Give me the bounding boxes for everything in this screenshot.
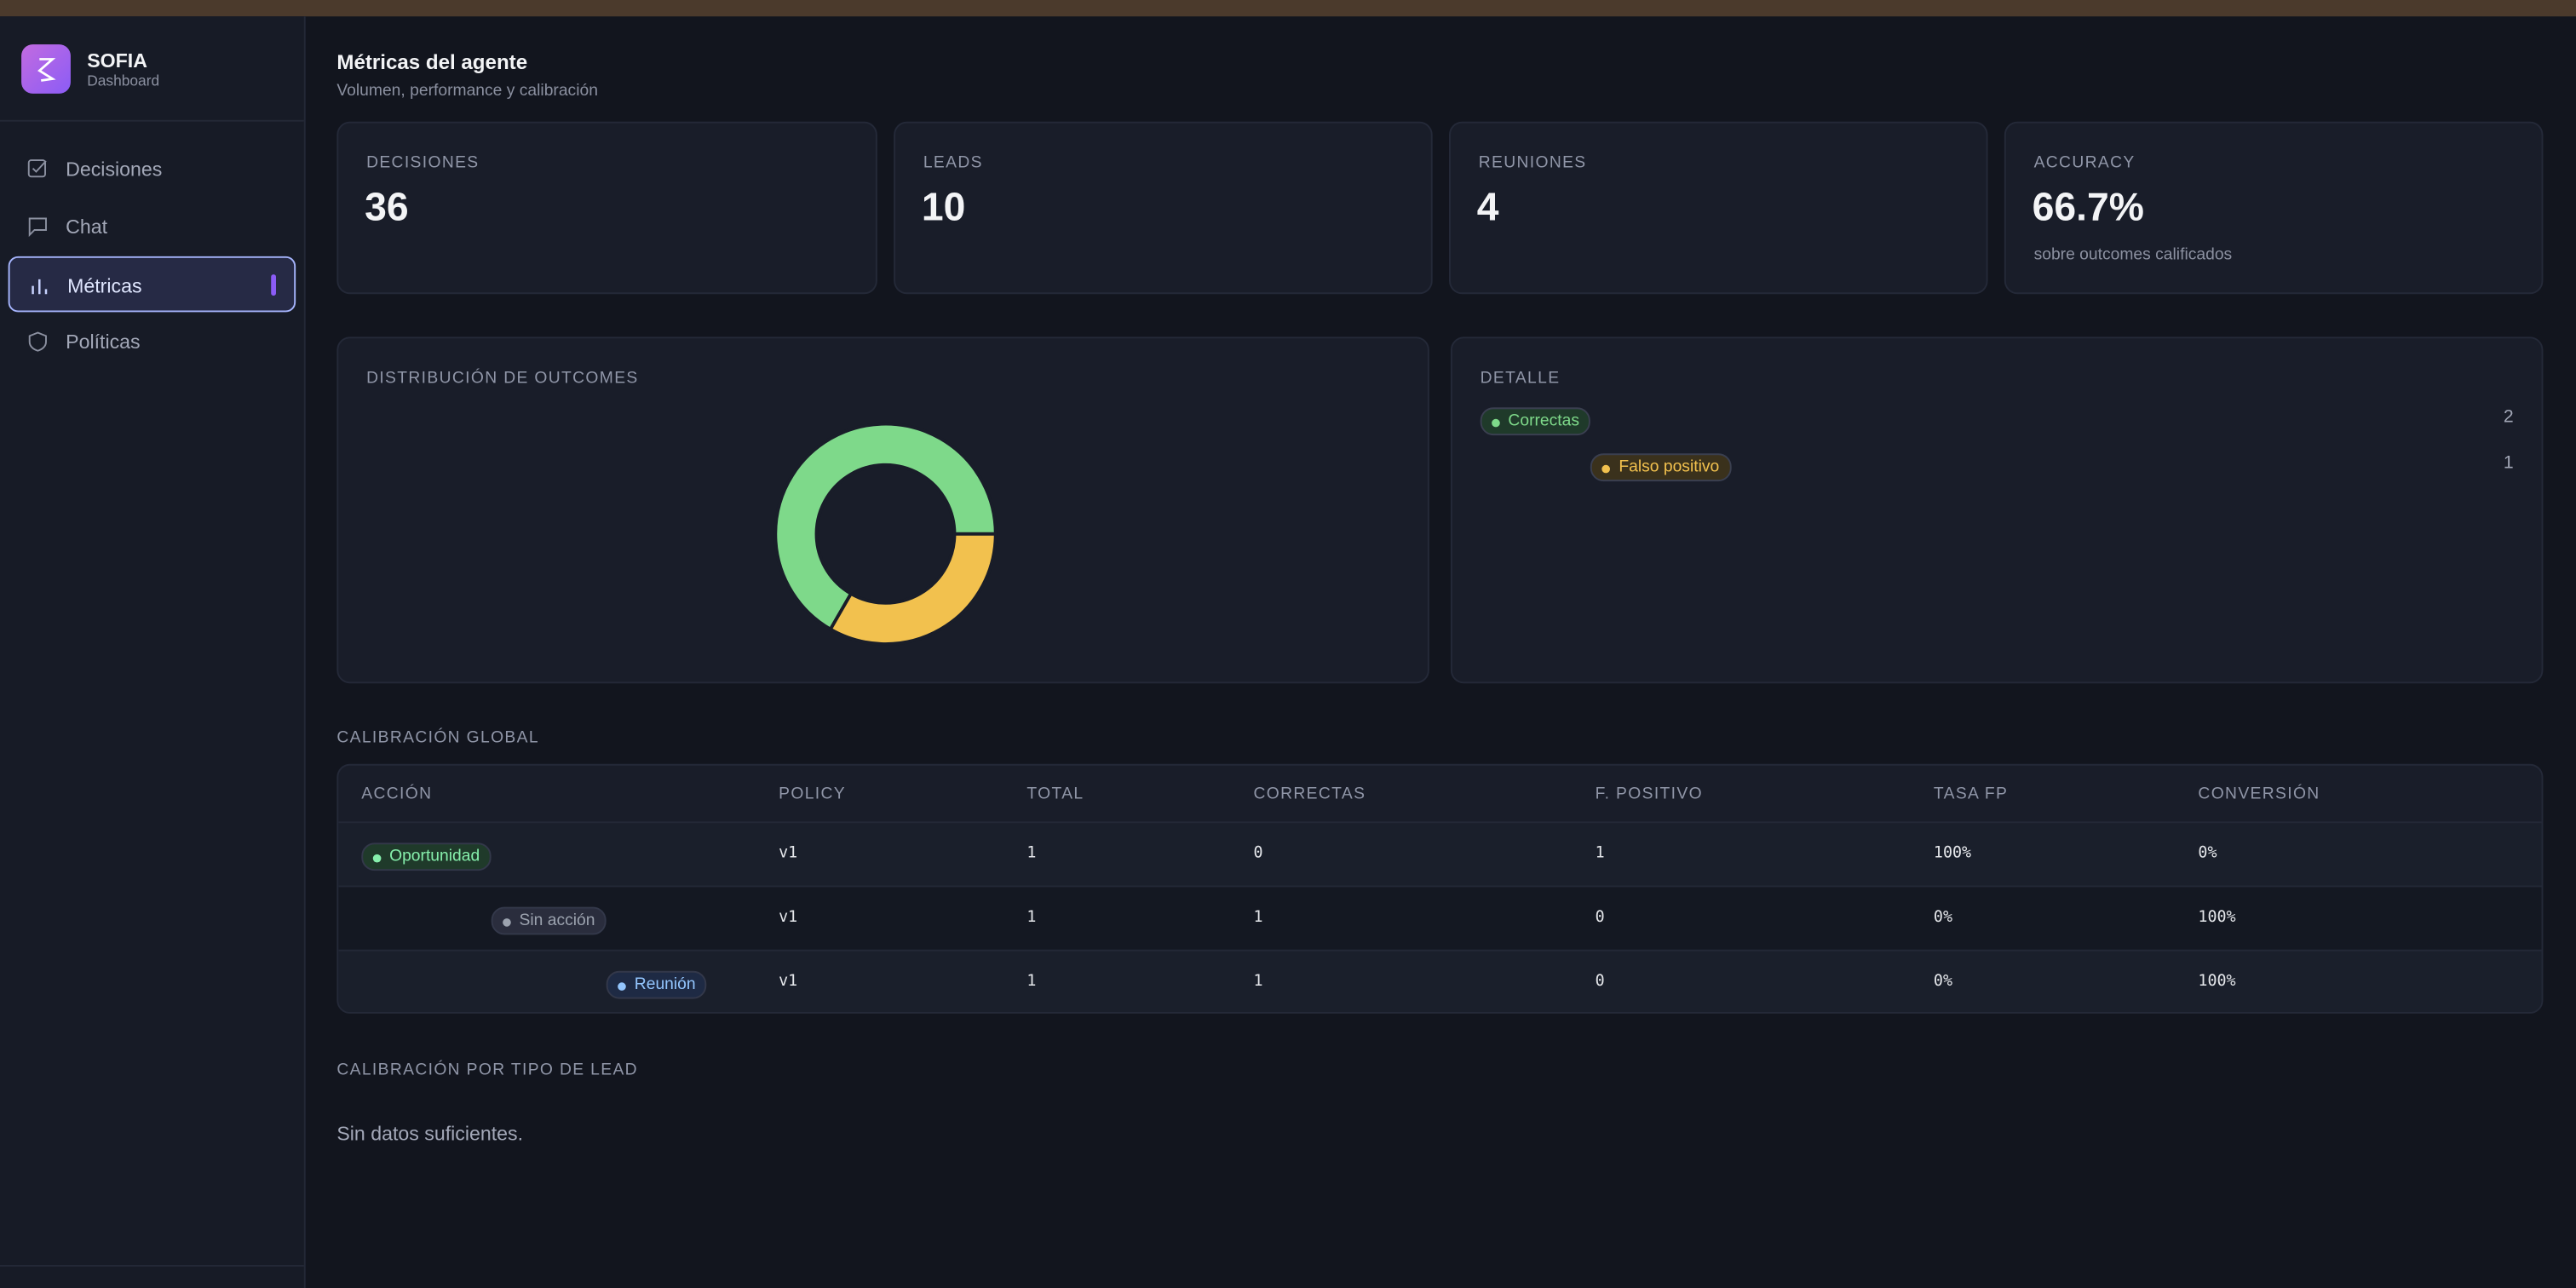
action-badge: Sin acción: [491, 906, 607, 935]
table-cell: 0: [1253, 844, 1263, 863]
kpi-card: ACCURACY 66.7% sobre outcomes calificados: [2004, 121, 2544, 295]
table-row: [338, 885, 2542, 952]
kpi-value: 66.7%: [2032, 185, 2144, 230]
card-title: DISTRIBUCIÓN DE OUTCOMES: [366, 369, 639, 388]
icon: [28, 331, 47, 352]
kpi-card: LEADS 10: [894, 121, 1433, 295]
column-header: TOTAL: [1026, 785, 1084, 804]
column-header: F. POSITIVO: [1595, 785, 1703, 804]
kpi-value: 36: [365, 185, 409, 230]
column-header: ACCIÓN: [361, 785, 433, 804]
icon: [27, 159, 47, 178]
table-cell: 1: [1026, 844, 1037, 863]
kpi-value: 4: [1476, 185, 1499, 230]
table-cell: 0: [1595, 972, 1605, 991]
badge: Correctas: [1480, 407, 1591, 436]
column-header: POLICY: [779, 785, 847, 804]
detail-count: 2: [2503, 407, 2514, 428]
table-cell: 1: [1595, 844, 1605, 863]
action-badge: Oportunidad: [361, 842, 492, 871]
brand: SOFIA: [87, 49, 147, 72]
table-cell: 0: [1595, 908, 1605, 927]
nav-label: Métricas: [67, 274, 142, 298]
donut-chart: [773, 422, 998, 646]
column-header: CONVERSIÓN: [2198, 785, 2320, 804]
kpi-card: REUNIONES 4: [1448, 121, 1988, 295]
empty-message: Sin datos suficientes.: [336, 1122, 524, 1146]
table-cell: 1: [1253, 908, 1263, 927]
divider: [0, 119, 304, 122]
donut-segment: [828, 532, 998, 646]
nav-item[interactable]: Chat: [9, 198, 296, 255]
table-cell: 0%: [1933, 908, 1953, 927]
logo-icon: [37, 58, 56, 82]
table-cell: 0%: [1933, 972, 1953, 991]
column-header: TASA FP: [1933, 785, 2009, 804]
table-cell: v1: [779, 908, 798, 927]
top-bar: [0, 0, 2576, 17]
detail-card: DETALLE Correctas 2 Falso positivo 1: [1450, 336, 2544, 684]
section-title: CALIBRACIÓN POR TIPO DE LEAD: [336, 1061, 638, 1080]
card-title: DETALLE: [1480, 369, 1561, 388]
page-subtitle: Volumen, performance y calibración: [336, 82, 598, 101]
kpi-label: REUNIONES: [1478, 154, 1587, 173]
calibration-table: ACCIÓN POLICY TOTAL CORRECTAS F. POSITIVO TAS…: [336, 763, 2544, 1014]
section-title: CALIBRACIÓN GLOBAL: [336, 729, 539, 748]
badge: Falso positivo: [1590, 453, 1731, 482]
table-cell: 1: [1253, 972, 1263, 991]
table-cell: 1: [1026, 908, 1037, 927]
icon: [32, 279, 48, 295]
action-badge: Reunión: [607, 970, 708, 999]
icon: [28, 217, 47, 238]
donut-segment: [773, 422, 998, 632]
table-cell: 0%: [2198, 844, 2217, 863]
table-cell: v1: [779, 972, 798, 991]
divider: [0, 1264, 304, 1267]
nav-label: Decisiones: [66, 158, 163, 181]
detail-list: Correctas 2 Falso positivo 1: [1452, 338, 2542, 482]
logo: [21, 44, 71, 94]
kpi-label: DECISIONES: [366, 154, 480, 173]
detail-count: 1: [2503, 453, 2514, 474]
table-row: [338, 821, 2542, 888]
kpi-value: 10: [921, 185, 966, 230]
table-cell: v1: [779, 844, 798, 863]
kpi-card: DECISIONES 36: [336, 121, 877, 295]
table-cell: 100%: [1933, 844, 1972, 863]
table-cell: 1: [1026, 972, 1037, 991]
nav-item-active[interactable]: Métricas: [8, 256, 296, 313]
page-title: Métricas del agente: [336, 50, 528, 74]
nav-label: Políticas: [66, 330, 141, 354]
active-indicator: [271, 274, 276, 296]
kpi-label: ACCURACY: [2033, 154, 2136, 173]
sidebar: SOFIA Dashboard Decisiones Chat Métricas…: [0, 16, 306, 1288]
table-cell: 100%: [2198, 908, 2236, 927]
nav-item[interactable]: Decisiones: [9, 141, 296, 198]
table-cell: 100%: [2198, 972, 2236, 991]
kpi-label: LEADS: [923, 154, 983, 173]
column-header: CORRECTAS: [1253, 785, 1366, 804]
chart-card: DISTRIBUCIÓN DE OUTCOMES: [336, 336, 1429, 684]
brand-subtitle: Dashboard: [87, 72, 160, 89]
kpi-note: sobre outcomes calificados: [2033, 246, 2233, 265]
nav-label: Chat: [66, 215, 108, 239]
nav-item[interactable]: Políticas: [9, 313, 296, 370]
